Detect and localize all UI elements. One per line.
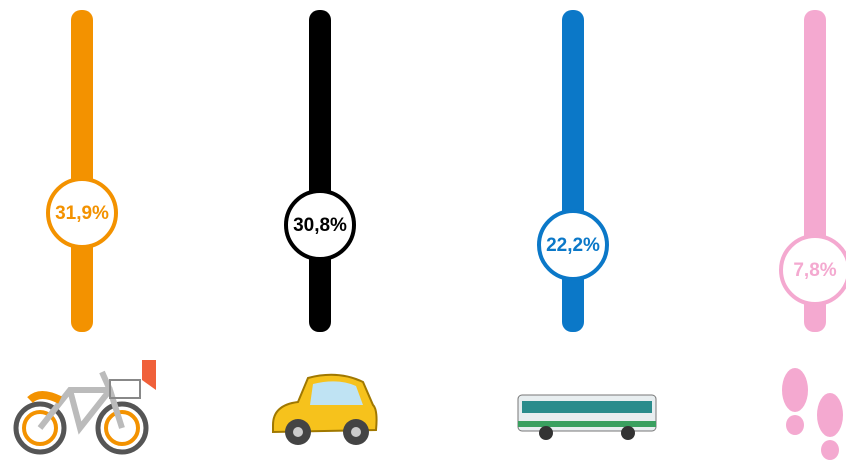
mode-share: 22,2% [546,235,600,256]
bus-icon [518,395,656,440]
mode-item: 7,8% [781,10,846,332]
mode-share: 30,8% [293,215,347,236]
mode-item: 30,8% [286,10,354,332]
mode-share: 7,8% [793,260,836,281]
mode-item: 22,2% [539,10,607,332]
bicycle-icon [16,360,156,452]
mode-bar [309,10,331,332]
mode-item: 31,9% [48,10,116,332]
footprints-icon [782,368,843,460]
mode-bar [562,10,584,332]
infographic: 31,9% 30,8% 22,2% 7,8% [0,0,846,465]
car-icon [273,375,377,445]
mode-share: 31,9% [55,203,109,224]
mode-bar [71,10,93,332]
